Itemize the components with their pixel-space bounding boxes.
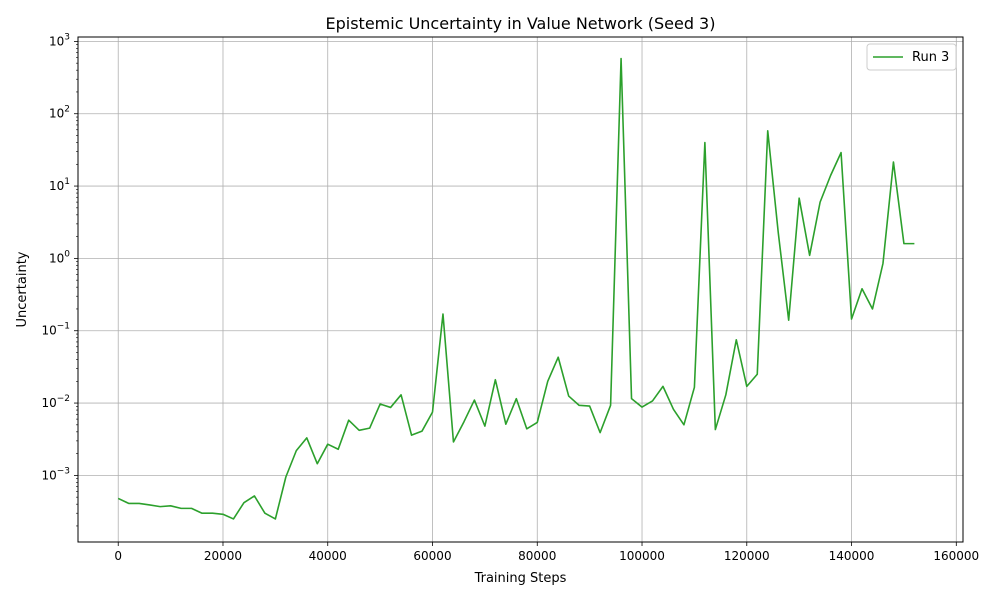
- legend: Run 3: [866, 43, 957, 71]
- series-layer: [117, 57, 915, 520]
- chart-title: Epistemic Uncertainty in Value Network (…: [326, 14, 716, 33]
- y-tick-label: 102: [49, 105, 70, 121]
- x-tick-label: 80000: [518, 549, 556, 563]
- x-tick-label: 100000: [619, 549, 665, 563]
- y-axis: 10−3 10−2 10−1 100 101 102 103: [41, 32, 78, 527]
- x-tick-label: 0: [114, 549, 122, 563]
- y-tick-label: 100: [49, 249, 70, 265]
- legend-box: [866, 43, 957, 71]
- x-tick-label: 40000: [309, 549, 347, 563]
- x-axis: 0 20000 40000 60000 80000 100000 120000 140000 1…: [114, 542, 979, 563]
- x-tick-label: 60000: [413, 549, 451, 563]
- x-tick-label: 120000: [724, 549, 770, 563]
- legend-label: Run 3: [912, 50, 949, 65]
- series-line: [117, 57, 915, 520]
- x-tick-label: 20000: [204, 549, 242, 563]
- x-tick-label: 140000: [829, 549, 875, 563]
- x-axis-label: Training Steps: [474, 571, 567, 586]
- y-tick-label: 101: [49, 177, 70, 193]
- x-tick-label: 160000: [933, 549, 979, 563]
- y-tick-label: 10−3: [41, 466, 70, 482]
- y-axis-label: Uncertainty: [15, 251, 30, 327]
- y-tick-label: 103: [49, 32, 70, 48]
- y-tick-label: 10−1: [41, 322, 70, 338]
- plot-frame: [77, 36, 964, 543]
- y-tick-label: 10−2: [41, 394, 70, 410]
- grid: [78, 37, 963, 542]
